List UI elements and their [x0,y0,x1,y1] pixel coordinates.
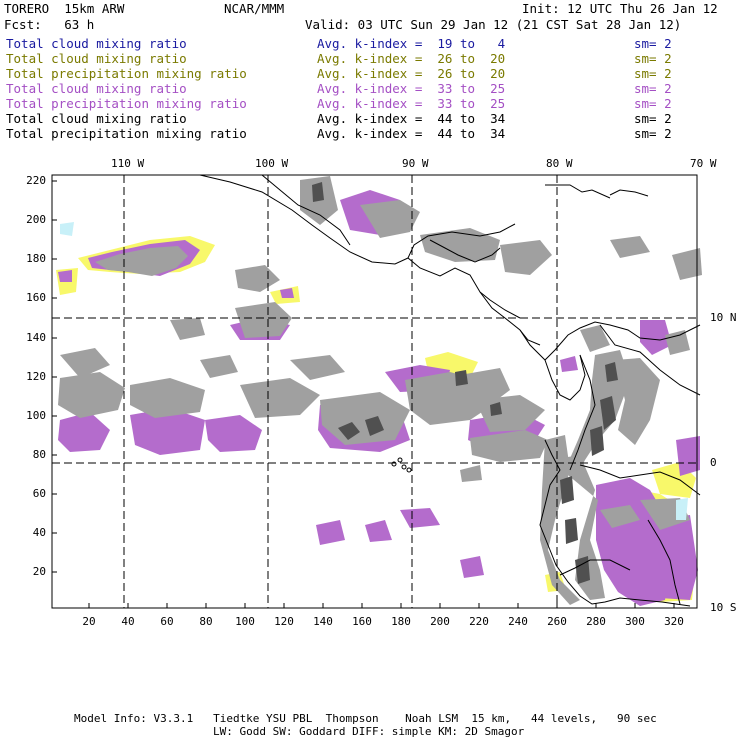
x-tick-label: 100 [235,615,255,628]
legend-sm-6: sm= 2 [634,111,672,126]
lon-label-90w: 90 W [402,157,429,170]
dark-cloud-cores [312,182,618,584]
lat-label-10s: 10 S [710,601,737,614]
legend-field-4: Total cloud mixing ratio [6,81,187,96]
legend-sm-5: sm= 2 [634,96,672,111]
legend-range-2: Avg. k-index = 26 to 20 [317,51,506,66]
x-tick-label: 240 [508,615,528,628]
model-title: TORERO 15km ARW [4,1,125,16]
x-tick-label: 160 [352,615,372,628]
y-tick-label: 220 [26,174,46,187]
x-tick-label: 60 [160,615,174,628]
legend-field-3: Total precipitation mixing ratio [6,66,247,81]
legend-range-3: Avg. k-index = 26 to 20 [317,66,506,81]
init-time: Init: 12 UTC Thu 26 Jan 12 [522,1,718,16]
galapagos-islands [391,457,412,473]
legend-field-6: Total cloud mixing ratio [6,111,187,126]
model-info-line-2: LW: Godd SW: Goddard DIFF: simple KM: 2D… [213,725,525,738]
y-tick-label: 160 [26,291,46,304]
legend-range-7: Avg. k-index = 44 to 34 [317,126,506,141]
legend-range-6: Avg. k-index = 44 to 34 [317,111,506,126]
lat-lon-grid [52,175,697,608]
y-tick-label: 100 [26,409,46,422]
y-tick-label: 180 [26,252,46,265]
legend-sm-1: sm= 2 [634,36,672,51]
legend-range-4: Avg. k-index = 33 to 25 [317,81,506,96]
legend-sm-7: sm= 2 [634,126,672,141]
legend-sm-3: sm= 2 [634,66,672,81]
lat-label-10n: 10 N [710,311,737,324]
x-tick-label: 280 [586,615,606,628]
y-tick-label: 20 [32,565,46,578]
valid-time: Valid: 03 UTC Sun 29 Jan 12 (21 CST Sat … [305,17,682,32]
x-tick-label: 200 [430,615,450,628]
x-tick-label: 80 [199,615,213,628]
y-tick-label: 140 [26,331,46,344]
y-tick-label: 40 [32,526,46,539]
x-tick-label: 120 [274,615,294,628]
legend-field-5: Total precipitation mixing ratio [6,96,247,111]
model-info-line-1: Model Info: V3.3.1 Tiedtke YSU PBL Thomp… [74,712,657,725]
lon-label-80w: 80 W [546,157,573,170]
x-tick-label: 320 [664,615,684,628]
x-tick-label: 300 [625,615,645,628]
x-tick-label: 180 [391,615,411,628]
legend-range-5: Avg. k-index = 33 to 25 [317,96,506,111]
lon-label-110w: 110 W [111,157,145,170]
legend-range-1: Avg. k-index = 19 to 4 [317,36,506,51]
coastlines [199,174,701,607]
legend-field-1: Total cloud mixing ratio [6,36,187,51]
map-frame [51,174,698,609]
y-tick-label: 200 [26,213,46,226]
legend-field-7: Total precipitation mixing ratio [6,126,247,141]
lon-label-100w: 100 W [255,157,289,170]
y-tick-label: 60 [32,487,46,500]
lon-label-70w: 70 W [690,157,717,170]
x-tick-label: 140 [313,615,333,628]
forecast-hour: Fcst: 63 h [4,17,95,32]
x-tick-label: 260 [547,615,567,628]
center-name: NCAR/MMM [224,1,285,16]
tick-marks [52,180,675,608]
x-tick-label: 40 [121,615,135,628]
legend-sm-4: sm= 2 [634,81,672,96]
y-tick-label: 80 [32,448,46,461]
cyan-traces [60,222,688,520]
lat-label-0: 0 [710,456,717,469]
legend-field-2: Total cloud mixing ratio [6,51,187,66]
y-tick-label: 120 [26,370,46,383]
legend-sm-2: sm= 2 [634,51,672,66]
x-tick-label: 20 [82,615,96,628]
x-tick-label: 220 [469,615,489,628]
